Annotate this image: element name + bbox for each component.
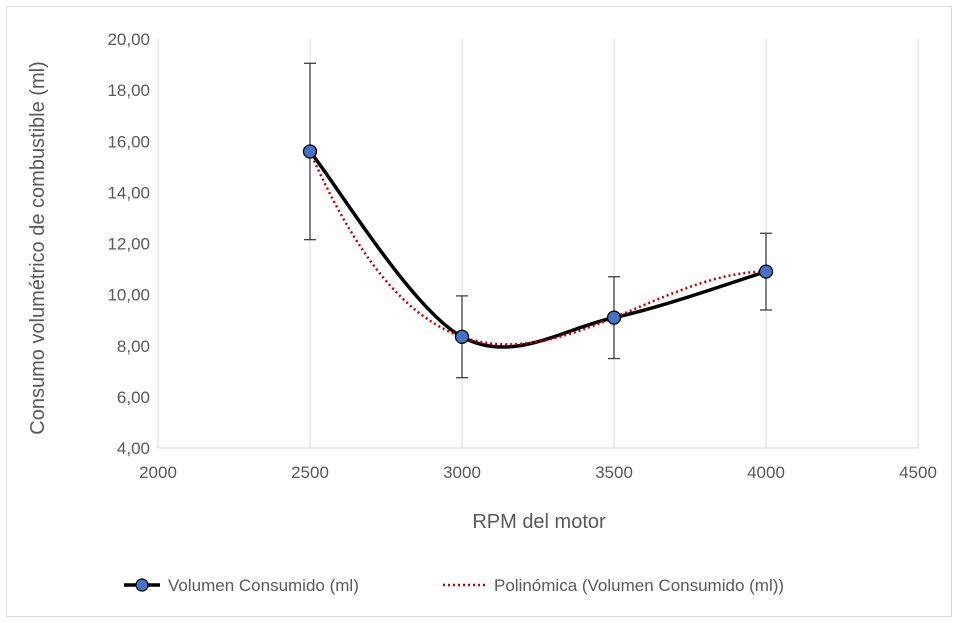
plot-area (302, 62, 774, 379)
x-tick-label: 2000 (139, 463, 177, 482)
y-tick-label: 6,00 (117, 388, 150, 407)
data-point-marker (606, 310, 622, 325)
y-tick-label: 8,00 (117, 337, 150, 356)
y-tick-label: 18,00 (107, 81, 150, 100)
x-tick-label: 2500 (291, 463, 329, 482)
x-tick-label: 4000 (747, 463, 785, 482)
y-tick-label: 10,00 (107, 286, 150, 305)
y-tick-label: 12,00 (107, 235, 150, 254)
data-point-marker (302, 144, 318, 159)
legend: Volumen Consumido (ml) Polinómica (Volum… (124, 576, 784, 595)
x-tick-label: 3500 (595, 463, 633, 482)
y-tick-label: 14,00 (107, 183, 150, 202)
legend-marker-volumen (135, 578, 149, 592)
x-tick-label: 4500 (899, 463, 937, 482)
tick-labels: 2000 2500 3000 3500 4000 4500 4,00 6,00 8,00 10,0… (107, 30, 936, 482)
y-tick-label: 20,00 (107, 30, 150, 49)
trendline-polinomica (308, 150, 767, 346)
grid (157, 39, 919, 448)
data-point-marker (454, 329, 470, 344)
data-point-marker (758, 264, 774, 279)
x-axis-title: RPM del motor (472, 511, 606, 533)
y-tick-label: 4,00 (117, 439, 150, 458)
axes (157, 39, 918, 449)
x-tick-label: 3000 (443, 463, 481, 482)
legend-label-volumen: Volumen Consumido (ml) (168, 576, 359, 595)
legend-label-polinomica: Polinómica (Volumen Consumido (ml)) (494, 576, 784, 595)
chart-frame (6, 6, 952, 617)
series-line-volumen (308, 150, 767, 349)
y-tick-label: 16,00 (107, 132, 150, 151)
y-axis-title: Consumo volumétrico de combustible (ml) (27, 61, 49, 434)
